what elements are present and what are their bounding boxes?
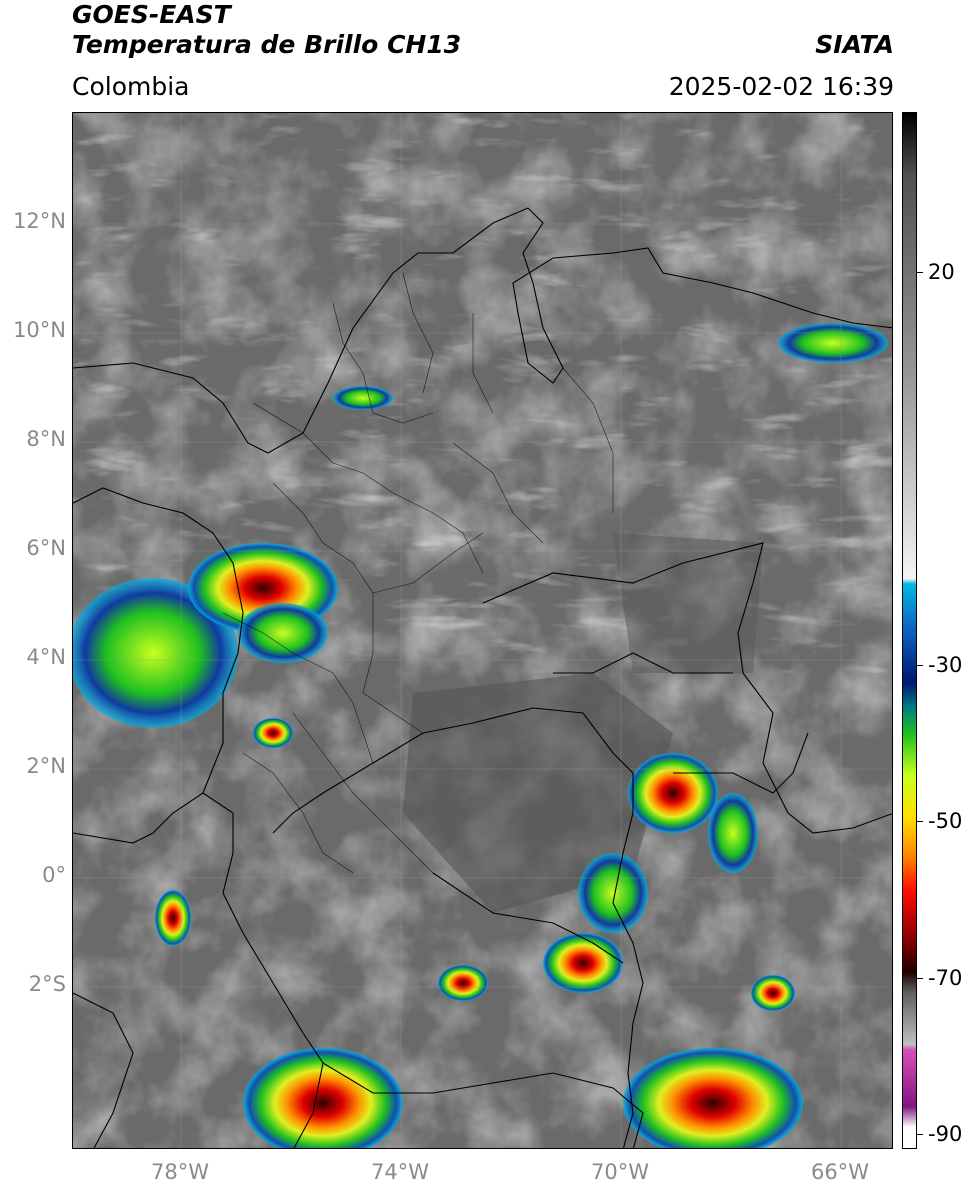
lat-label-2s: 2°S [28,972,66,996]
lat-label-12n: 12°N [13,209,66,233]
title-block-right: SIATA 2025-02-02 16:39 [669,30,894,102]
lat-label-6n: 6°N [26,536,66,560]
lon-label-74w: 74°W [371,1160,429,1184]
colorbar-tick-m50 [917,821,923,822]
lon-label-66w: 66°W [811,1160,869,1184]
title-block: GOES-EAST Temperatura de Brillo CH13 Col… [72,0,461,102]
map-canvas [73,113,892,1148]
colorbar-label-20: 20 [928,260,955,284]
lon-label-70w: 70°W [591,1160,649,1184]
product-title: Temperatura de Brillo CH13 [72,30,462,59]
colorbar-label-m50: -50 [928,809,963,833]
colorbar-label-m70: -70 [928,966,963,990]
lat-label-10n: 10°N [13,318,66,342]
datetime-label: 2025-02-02 16:39 [668,72,894,101]
colorbar-tick-m90 [917,1134,923,1135]
colorbar-label-m30: -30 [928,653,963,677]
colorbar [902,112,917,1149]
lat-label-8n: 8°N [26,427,66,451]
colorbar-label-m90: -90 [928,1122,963,1146]
region-label: Colombia [72,72,190,101]
colorbar-tick-20 [917,272,923,273]
colorbar-tick-m30 [917,665,923,666]
lat-label-0: 0° [42,863,66,887]
satellite-title: GOES-EAST [72,0,231,29]
agency-label: SIATA [815,30,894,59]
colorbar-tick-m70 [917,978,923,979]
lat-label-4n: 4°N [26,645,66,669]
lon-label-78w: 78°W [151,1160,209,1184]
lat-label-2n: 2°N [26,754,66,778]
satellite-map [72,112,893,1149]
